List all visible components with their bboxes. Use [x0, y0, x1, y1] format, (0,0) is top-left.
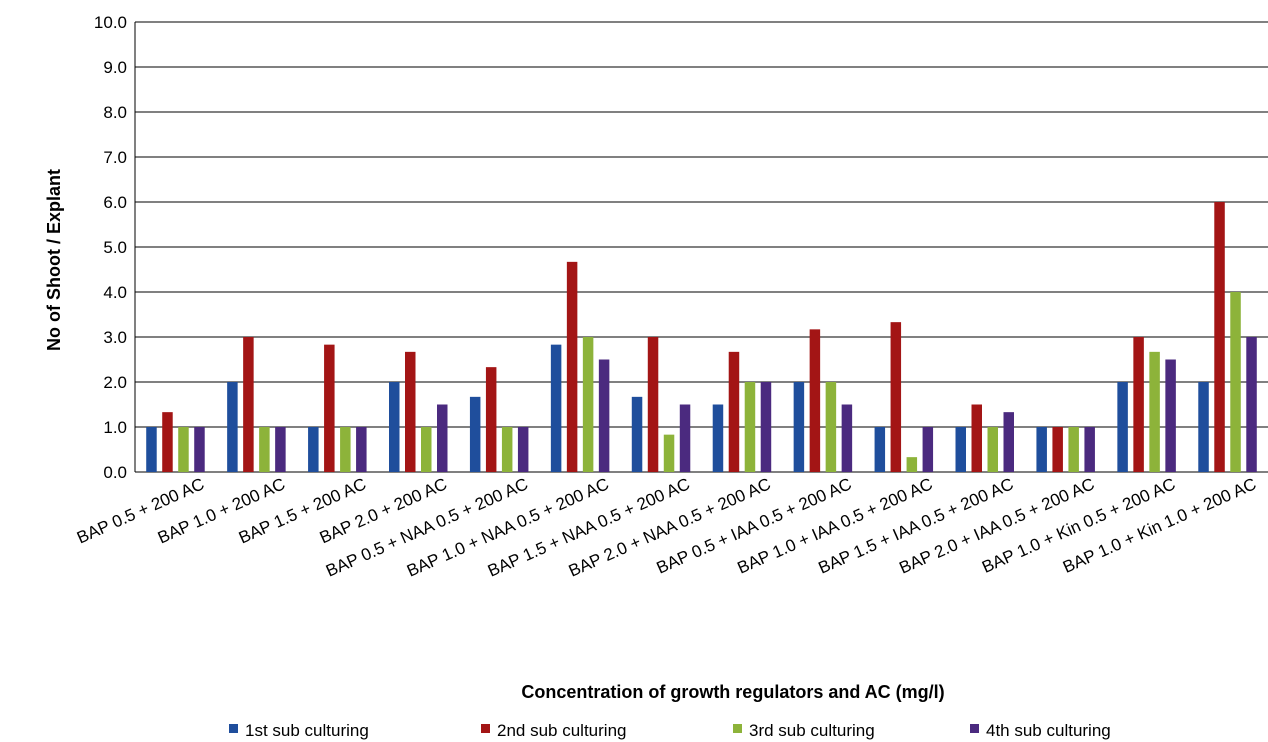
bar: [841, 404, 853, 472]
bar: [663, 434, 675, 472]
bar: [259, 427, 270, 472]
bar: [1246, 337, 1257, 472]
bar: [324, 344, 335, 472]
bar: [469, 396, 481, 472]
bar: [405, 351, 416, 472]
bar: [793, 382, 805, 472]
bar: [437, 404, 448, 472]
legend-label: 4th sub culturing: [986, 721, 1111, 740]
bar: [566, 261, 578, 472]
bar: [679, 404, 691, 472]
y-tick-label: 9.0: [103, 58, 127, 77]
bar: [647, 337, 659, 472]
bar: [631, 396, 643, 472]
bar: [922, 427, 934, 472]
bar: [356, 427, 367, 472]
y-tick-label: 3.0: [103, 328, 127, 347]
bar: [194, 427, 205, 472]
bar: [1003, 412, 1014, 472]
bar: [340, 427, 351, 472]
bar: [1133, 337, 1144, 472]
bar: [227, 382, 238, 472]
y-tick-label: 5.0: [103, 238, 127, 257]
bar: [712, 404, 724, 472]
bar: [308, 427, 319, 472]
bar: [728, 351, 740, 472]
bar: [955, 427, 966, 472]
bar: [809, 329, 821, 472]
legend-label: 1st sub culturing: [245, 721, 369, 740]
y-tick-label: 7.0: [103, 148, 127, 167]
bar: [744, 382, 756, 472]
bar: [389, 382, 400, 472]
legend-swatch: [481, 724, 490, 733]
y-tick-label: 2.0: [103, 373, 127, 392]
bar: [598, 359, 610, 472]
bar: [1149, 351, 1160, 472]
y-tick-label: 8.0: [103, 103, 127, 122]
y-tick-label: 4.0: [103, 283, 127, 302]
y-tick-label: 1.0: [103, 418, 127, 437]
y-axis-label: No of Shoot / Explant: [44, 169, 64, 351]
bar: [1214, 202, 1225, 472]
bar: [874, 427, 886, 472]
bar: [825, 382, 837, 472]
legend-swatch: [970, 724, 979, 733]
bar: [890, 322, 902, 472]
legend: 1st sub culturing 2nd sub culturing 3rd su…: [229, 721, 1111, 740]
bar: [1230, 292, 1241, 472]
bars: [146, 202, 1257, 472]
bar: [421, 427, 432, 472]
bar: [146, 427, 157, 472]
bar: [1036, 427, 1047, 472]
y-tick-label: 6.0: [103, 193, 127, 212]
bar: [1084, 427, 1095, 472]
legend-label: 2nd sub culturing: [497, 721, 626, 740]
bar: [1198, 382, 1209, 472]
bar: [178, 427, 189, 472]
y-axis-ticks: 0.0 1.0 2.0 3.0 4.0 5.0 6.0 7.0 8.0 9.0 10.0: [94, 13, 127, 482]
bar: [582, 337, 594, 472]
bar: [760, 382, 772, 472]
y-tick-label: 0.0: [103, 463, 127, 482]
legend-label: 3rd sub culturing: [749, 721, 875, 740]
bar: [906, 457, 918, 472]
gridlines: [135, 21, 1268, 473]
bar: [1052, 427, 1063, 472]
legend-swatch: [229, 724, 238, 733]
bar: [1165, 359, 1176, 472]
bar: [971, 404, 982, 472]
bar: [275, 427, 286, 472]
bar: [517, 427, 529, 472]
x-axis-label: Concentration of growth regulators and A…: [521, 682, 944, 702]
bar: [162, 412, 173, 472]
bar: [1068, 427, 1079, 472]
bar: [501, 427, 513, 472]
bar: [243, 337, 254, 472]
bar: [485, 367, 497, 472]
bar: [1117, 382, 1128, 472]
y-tick-label: 10.0: [94, 13, 127, 32]
legend-swatch: [733, 724, 742, 733]
bar: [550, 344, 562, 472]
bar: [987, 427, 998, 472]
